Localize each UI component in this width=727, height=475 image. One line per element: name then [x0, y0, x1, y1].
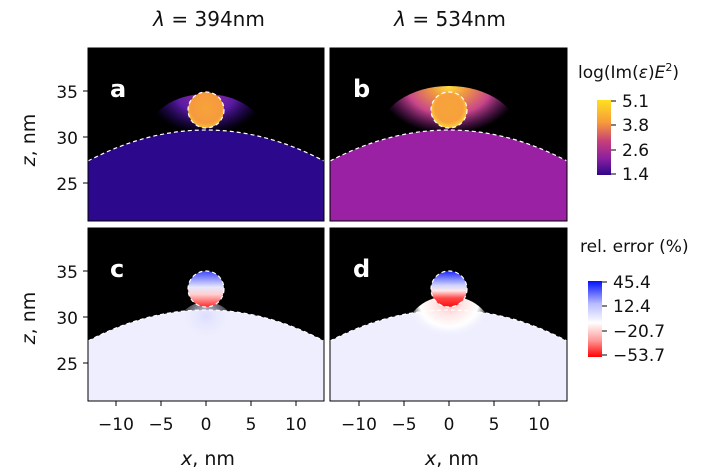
- y-axis-label: z, nm: [18, 114, 40, 168]
- y-axis-top: 35 30 25 z, nm: [18, 83, 88, 195]
- substrate-glow-a: [148, 94, 264, 174]
- lambda-symbol: λ: [393, 7, 406, 31]
- substrate-edge-a: [88, 129, 324, 162]
- colorbar-top-label: log(Im(ε)E2): [578, 61, 679, 83]
- particle-c: [187, 270, 225, 308]
- colorbar-bottom-bar: [588, 281, 602, 357]
- panel-d: [330, 228, 567, 401]
- panel-letter-a: a: [110, 75, 126, 103]
- y-axis-label: z, nm: [18, 292, 40, 346]
- y-tick-label: 30: [56, 129, 78, 149]
- particle-d: [430, 270, 468, 308]
- lambda-value: = 394nm: [165, 7, 265, 31]
- colorbar-top-tick: 1.4: [622, 165, 649, 185]
- x-tick-label: 5: [246, 415, 257, 435]
- x-tick-label: 10: [285, 415, 307, 435]
- colorbar-bottom-tick: 12.4: [613, 297, 651, 317]
- panel-c: [88, 228, 324, 401]
- x-tick-label: 0: [201, 415, 212, 435]
- panel-letter-d: d: [353, 255, 370, 283]
- x-tick-label: −5: [148, 415, 173, 435]
- substrate-edge-c: [88, 309, 324, 342]
- colorbar-top-tick: 2.6: [622, 141, 649, 161]
- panel-letter-c: c: [110, 255, 124, 283]
- colorbar-top-tick: 5.1: [622, 92, 649, 112]
- colorbar-bottom-tick: 45.4: [613, 273, 651, 293]
- substrate-glow-c: [176, 302, 236, 358]
- colorbar-bottom-label: rel. error (%): [580, 237, 689, 257]
- y-tick-label: 30: [56, 309, 78, 329]
- column-title-534: λ = 534nm: [393, 7, 506, 31]
- y-tick-label: 25: [56, 175, 78, 195]
- x-tick-label: 5: [489, 415, 500, 435]
- x-tick-label: −10: [341, 415, 377, 435]
- lambda-value: = 534nm: [406, 7, 506, 31]
- svg-text:λ = 394nm: λ = 394nm: [152, 7, 265, 31]
- x-tick-label: −10: [98, 415, 134, 435]
- colorbar-top-bar: [597, 100, 611, 175]
- substrate-glow-d: [407, 296, 491, 364]
- x-axis-left: −10 −5 0 5 10 x, nm: [98, 401, 307, 470]
- y-tick-label: 35: [56, 83, 78, 103]
- y-tick-label: 25: [56, 355, 78, 375]
- x-axis-right: −10 −5 0 5 10 x, nm: [341, 401, 550, 470]
- colorbar-top: log(Im(ε)E2) 5.1 3.8 2.6 1.4: [578, 61, 679, 185]
- x-tick-label: 0: [444, 415, 455, 435]
- colorbar-top-tick: 3.8: [622, 116, 649, 136]
- colorbar-bottom: rel. error (%) 45.4 12.4 −20.7 −53.7: [580, 237, 689, 366]
- particle-b: [430, 91, 468, 129]
- y-tick-label: 35: [56, 263, 78, 283]
- column-title-394: λ = 394nm: [152, 7, 265, 31]
- colorbar-bottom-tick: −53.7: [613, 346, 665, 366]
- panel-letter-b: b: [353, 75, 370, 103]
- x-tick-label: −5: [391, 415, 416, 435]
- substrate-a: [88, 130, 324, 221]
- x-axis-label: x, nm: [424, 448, 479, 470]
- svg-text:λ = 534nm: λ = 534nm: [393, 7, 506, 31]
- panel-b: [330, 48, 567, 221]
- particle-a: [187, 91, 225, 129]
- x-axis-label: x, nm: [180, 448, 235, 470]
- panel-a: [88, 48, 324, 221]
- y-axis-bottom: 35 30 25 z, nm: [18, 263, 88, 375]
- x-tick-label: 10: [528, 415, 550, 435]
- substrate-glow-b: [379, 86, 519, 182]
- lambda-symbol: λ: [152, 7, 165, 31]
- colorbar-bottom-tick: −20.7: [613, 322, 665, 342]
